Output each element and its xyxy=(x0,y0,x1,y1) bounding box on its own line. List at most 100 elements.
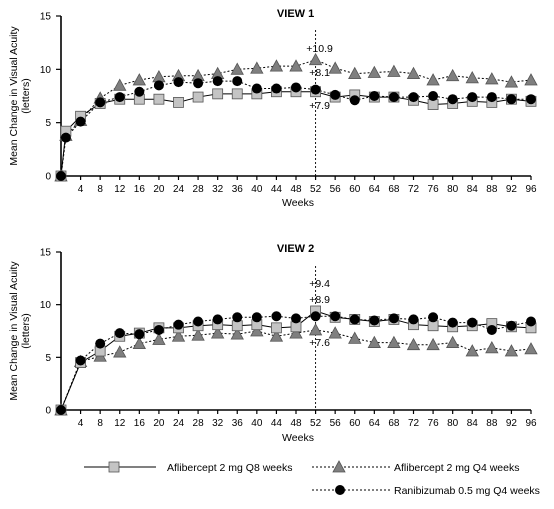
x-tick-label: 40 xyxy=(251,184,263,195)
data-point-triangle xyxy=(132,73,147,86)
y-tick-label: 10 xyxy=(40,65,52,76)
data-point-triangle xyxy=(524,342,538,355)
x-tick-label: 92 xyxy=(506,418,518,429)
y-tick-label: 15 xyxy=(40,12,52,23)
legend: Aflibercept 2 mg Q8 weeks Aflibercept 2 m… xyxy=(84,460,540,497)
annotation-label: +7.6 xyxy=(309,337,330,349)
data-point-circle xyxy=(467,92,478,103)
data-point-circle xyxy=(232,312,243,323)
x-tick-label: 36 xyxy=(232,418,244,429)
data-point-circle xyxy=(408,314,419,325)
x-tick-label: 28 xyxy=(193,184,205,195)
data-point-circle xyxy=(486,324,497,335)
x-tick-label: 80 xyxy=(447,418,459,429)
data-point-circle xyxy=(75,355,86,366)
annotation-label: +9.4 xyxy=(309,278,330,290)
x-tick-label: 24 xyxy=(173,418,185,429)
data-point-triangle xyxy=(250,324,264,337)
x-tick-label: 52 xyxy=(310,418,322,429)
data-point-circle xyxy=(349,314,360,325)
series-line-triangle xyxy=(60,329,532,411)
data-point-triangle xyxy=(367,335,382,348)
x-tick-label: 84 xyxy=(467,418,479,429)
data-point-circle xyxy=(212,76,223,87)
data-point-circle xyxy=(506,320,517,331)
data-point-triangle xyxy=(308,52,323,66)
data-point-circle xyxy=(369,315,380,326)
legend-marker-triangle xyxy=(332,460,346,473)
data-point-triangle xyxy=(289,326,303,339)
x-tick-label: 8 xyxy=(97,418,103,429)
x-tick-label: 56 xyxy=(330,418,342,429)
x-tick-label: 64 xyxy=(369,418,381,429)
x-tick-label: 92 xyxy=(506,184,518,195)
x-tick-label: 44 xyxy=(271,184,283,195)
data-point-triangle xyxy=(465,344,479,357)
x-tick-label: 64 xyxy=(369,184,381,195)
data-point-circle xyxy=(251,83,262,94)
x-tick-label: 68 xyxy=(388,418,400,429)
data-point-triangle xyxy=(406,66,421,79)
x-tick-label: 12 xyxy=(114,184,126,195)
annotation-label: +7.9 xyxy=(309,100,330,112)
series-line-square xyxy=(60,91,532,177)
x-tick-label: 16 xyxy=(134,418,146,429)
x-tick-label: 56 xyxy=(330,184,342,195)
data-point-triangle xyxy=(289,59,303,72)
x-tick-label: 52 xyxy=(310,184,322,195)
data-point-circle xyxy=(114,92,125,103)
data-point-triangle xyxy=(387,64,401,77)
data-point-triangle xyxy=(152,332,166,345)
data-point-triangle xyxy=(387,335,401,348)
data-point-circle xyxy=(408,92,419,103)
data-point-triangle xyxy=(113,345,127,358)
y-tick-label: 10 xyxy=(40,300,52,311)
x-axis-label: Weeks xyxy=(282,197,314,209)
data-point-triangle xyxy=(406,337,421,351)
data-point-triangle xyxy=(328,326,342,339)
data-point-circle xyxy=(428,312,439,323)
x-tick-label: 72 xyxy=(408,184,420,195)
data-point-triangle xyxy=(269,329,284,342)
x-tick-label: 4 xyxy=(78,418,84,429)
data-point-circle xyxy=(526,316,536,327)
data-point-square xyxy=(271,322,282,334)
y-tick-label: 15 xyxy=(40,248,52,259)
data-point-circle xyxy=(447,317,458,328)
x-tick-label: 96 xyxy=(525,184,537,195)
data-point-triangle xyxy=(445,68,460,82)
data-point-triangle xyxy=(113,78,127,91)
data-point-circle xyxy=(193,78,204,89)
x-axis-label: Weeks xyxy=(282,432,314,444)
data-point-triangle xyxy=(132,336,147,350)
data-point-triangle xyxy=(465,71,479,84)
data-point-triangle xyxy=(367,65,382,78)
data-point-triangle xyxy=(445,335,460,348)
data-point-circle xyxy=(349,95,360,106)
data-point-square xyxy=(153,93,165,105)
x-tick-label: 60 xyxy=(349,418,361,429)
y-axis-label: Mean Change in Visual Acuity xyxy=(8,261,20,401)
data-point-triangle xyxy=(328,61,342,74)
data-point-square xyxy=(173,97,184,108)
chart-title: VIEW 2 xyxy=(277,243,314,255)
x-tick-label: 36 xyxy=(232,184,244,195)
data-point-triangle xyxy=(348,331,362,344)
data-point-circle xyxy=(330,311,341,322)
data-point-circle xyxy=(114,328,125,339)
data-point-circle xyxy=(486,92,497,103)
data-point-circle xyxy=(173,77,184,88)
x-tick-label: 4 xyxy=(78,184,84,195)
y-axis-label-units: (letters) xyxy=(20,78,32,114)
y-tick-label: 5 xyxy=(45,118,51,129)
data-point-triangle xyxy=(191,328,205,341)
data-point-triangle xyxy=(504,344,519,357)
x-tick-label: 80 xyxy=(447,184,459,195)
data-point-circle xyxy=(56,171,66,181)
x-tick-label: 72 xyxy=(408,418,420,429)
data-point-triangle xyxy=(171,329,186,342)
legend-label: Aflibercept 2 mg Q8 weeks xyxy=(167,462,292,474)
x-tick-label: 76 xyxy=(428,418,440,429)
